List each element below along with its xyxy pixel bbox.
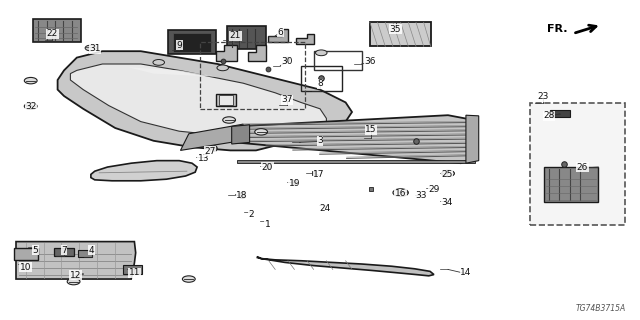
- Text: 19: 19: [289, 179, 300, 188]
- Text: 3: 3: [317, 136, 323, 145]
- Bar: [550, 110, 570, 117]
- Text: 2: 2: [249, 210, 254, 219]
- Text: 7: 7: [61, 246, 67, 255]
- Text: 28: 28: [543, 111, 555, 120]
- Text: TG74B3715A: TG74B3715A: [575, 304, 626, 313]
- Bar: [78, 250, 92, 257]
- Polygon shape: [216, 45, 237, 61]
- Text: 5: 5: [33, 246, 38, 255]
- Bar: [123, 265, 142, 274]
- Polygon shape: [237, 160, 475, 163]
- Polygon shape: [296, 34, 314, 44]
- Text: 31: 31: [89, 44, 100, 53]
- Polygon shape: [466, 115, 479, 163]
- Polygon shape: [180, 124, 243, 150]
- Text: 9: 9: [177, 41, 182, 50]
- Text: 24: 24: [319, 204, 331, 213]
- Polygon shape: [58, 51, 352, 150]
- Text: 34: 34: [441, 198, 452, 207]
- Bar: [227, 26, 266, 49]
- Text: 12: 12: [70, 271, 81, 280]
- Text: 32: 32: [25, 102, 36, 111]
- Text: 26: 26: [577, 163, 588, 172]
- Circle shape: [182, 276, 195, 282]
- Text: 36: 36: [364, 57, 376, 66]
- Text: 30: 30: [281, 57, 292, 66]
- Text: 11: 11: [129, 268, 140, 277]
- Bar: [168, 30, 216, 54]
- Text: 10: 10: [20, 263, 31, 272]
- Text: 25: 25: [441, 170, 452, 179]
- Bar: [33, 19, 81, 42]
- Bar: [301, 66, 342, 91]
- Bar: [219, 95, 233, 105]
- Circle shape: [223, 117, 236, 123]
- Circle shape: [153, 60, 164, 65]
- Circle shape: [24, 77, 37, 84]
- Text: 4: 4: [89, 246, 94, 255]
- Polygon shape: [16, 242, 136, 279]
- Circle shape: [85, 45, 97, 51]
- Circle shape: [442, 170, 454, 177]
- Bar: [530, 103, 625, 225]
- Text: 33: 33: [415, 191, 427, 200]
- Polygon shape: [232, 125, 250, 144]
- Bar: [200, 42, 305, 109]
- Circle shape: [67, 278, 80, 285]
- Text: 8: 8: [317, 79, 323, 88]
- Text: 6: 6: [278, 28, 283, 36]
- Polygon shape: [257, 257, 434, 276]
- Text: 16: 16: [395, 189, 406, 198]
- Polygon shape: [268, 29, 288, 42]
- Text: 37: 37: [281, 95, 292, 104]
- Bar: [314, 51, 362, 70]
- Bar: [54, 248, 74, 256]
- Text: 17: 17: [313, 170, 324, 179]
- Text: 23: 23: [537, 92, 548, 101]
- Polygon shape: [248, 45, 266, 61]
- Text: 1: 1: [265, 220, 270, 229]
- Text: 15: 15: [365, 125, 377, 134]
- Text: 27: 27: [204, 147, 216, 156]
- Text: 22: 22: [47, 29, 58, 38]
- Bar: [370, 22, 431, 46]
- Text: 13: 13: [198, 154, 209, 163]
- Polygon shape: [216, 94, 236, 106]
- Text: FR.: FR.: [547, 24, 568, 34]
- Polygon shape: [236, 115, 474, 163]
- Bar: [544, 167, 598, 202]
- Circle shape: [255, 129, 268, 135]
- Text: 14: 14: [460, 268, 472, 277]
- Bar: [14, 248, 38, 260]
- Text: 18: 18: [236, 191, 248, 200]
- Polygon shape: [91, 161, 197, 181]
- Text: 29: 29: [428, 185, 440, 194]
- Text: 35: 35: [390, 25, 401, 34]
- Polygon shape: [128, 67, 218, 77]
- Bar: [173, 33, 211, 52]
- Circle shape: [393, 189, 408, 196]
- Circle shape: [316, 50, 327, 56]
- Circle shape: [24, 103, 37, 109]
- Polygon shape: [70, 64, 326, 138]
- Circle shape: [217, 65, 228, 71]
- Text: 21: 21: [230, 31, 241, 40]
- Text: 20: 20: [262, 163, 273, 172]
